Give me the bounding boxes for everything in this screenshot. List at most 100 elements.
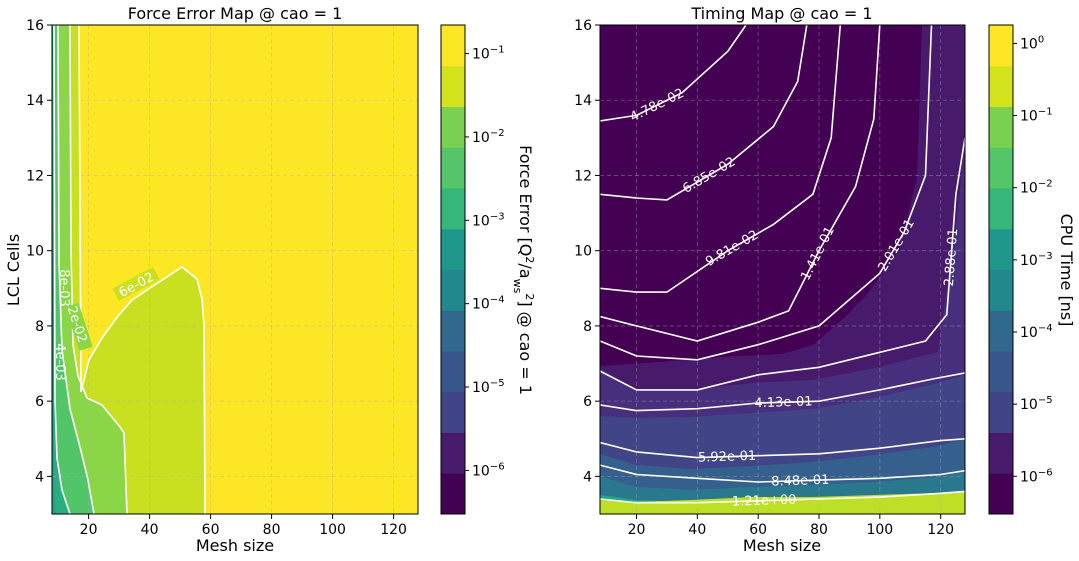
contour-line-4.13e-01	[600, 372, 965, 412]
x-tick-label: 40	[141, 522, 159, 538]
colorbar-tick-label: 10−3	[472, 211, 505, 229]
contour-label-8.48e-01: 8.48e-01	[771, 473, 830, 490]
force-error-colorbar: 10−6 10−5 10−4 10−3 10−2 10−1	[440, 24, 505, 515]
force-error-title: Force Error Map @ cao = 1	[128, 4, 343, 23]
x-tick-label: 20	[80, 522, 98, 538]
force-error-xlabel: Mesh size	[196, 536, 274, 555]
contour-label-2.88e-01: 2.88e-01	[942, 228, 961, 287]
x-tick-label: 100	[866, 522, 893, 538]
contour-label-4.13e-01: 4.13e-01	[754, 394, 813, 411]
contour-line-6.85e-02	[600, 25, 808, 201]
timing-xlabel: Mesh size	[743, 536, 821, 555]
y-tick-label: 8	[35, 319, 44, 335]
colorbar-frame	[440, 24, 466, 515]
colorbar-tick-label: 10−2	[472, 128, 505, 146]
x-tick-label: 80	[810, 522, 828, 538]
x-tick-label: 40	[688, 522, 706, 538]
contour-line-4e-03	[53, 25, 71, 514]
colorbar-band	[989, 228, 1013, 270]
colorbar-band	[441, 25, 465, 67]
contour-line-5.92e-01	[600, 438, 965, 459]
colorbar-band	[441, 432, 465, 474]
colorbar-band	[441, 310, 465, 352]
timing-colorbar: 10−6 10−5 10−4 10−3 10−2 10−1 100	[988, 24, 1053, 515]
y-tick-label: 16	[574, 18, 592, 34]
x-tick-label: 20	[628, 522, 646, 538]
colorbar-band	[989, 391, 1013, 433]
timing-colorbar-label: CPU Time [ns]	[1057, 214, 1076, 327]
colorbar-tick-label: 10−4	[472, 295, 505, 313]
contour-label-5.92e-01: 5.92e-01	[698, 449, 757, 466]
force-error-region-6e-02	[52, 25, 205, 514]
colorbar-band	[441, 391, 465, 433]
force-error-ylabel: LCL Cells	[4, 234, 23, 306]
colorbar-tick-label: 100	[1020, 34, 1044, 52]
y-tick-label: 10	[574, 244, 592, 260]
colorbar-band	[989, 351, 1013, 393]
y-tick-label: 6	[35, 394, 44, 410]
force-error-ticks: 20 40 60 80 100 120 4 6 8 10 12 14 16	[26, 18, 407, 538]
colorbar-tick-label: 10−2	[1020, 179, 1053, 197]
colorbar-band	[989, 269, 1013, 311]
x-tick-label: 80	[263, 522, 281, 538]
y-tick-label: 14	[26, 93, 44, 109]
colorbar-tick-label: 10−6	[472, 461, 505, 479]
colorbar-tick-label: 10−5	[472, 378, 505, 396]
force-error-colorbar-label: Force Error [Q2/aws2] @ cao = 1	[511, 145, 536, 395]
contour-line-1.21e+00	[600, 490, 965, 504]
colorbar-band	[441, 188, 465, 230]
colorbar-band	[989, 65, 1013, 107]
x-tick-label: 100	[319, 522, 346, 538]
y-tick-label: 14	[574, 93, 592, 109]
contour-line-8e-03	[57, 25, 95, 514]
x-tick-label: 60	[749, 522, 767, 538]
y-tick-label: 6	[583, 394, 592, 410]
colorbar-band	[989, 473, 1013, 515]
colorbar-band	[441, 147, 465, 189]
timing-title: Timing Map @ cao = 1	[690, 4, 872, 23]
y-tick-label: 4	[583, 469, 592, 485]
force-error-region-2e-02	[52, 25, 127, 514]
force-error-panel: Force Error Map @ cao = 1 6e-02 2e-02 8e…	[4, 4, 536, 555]
y-tick-label: 12	[26, 168, 44, 184]
force-error-region-left-edge	[52, 25, 56, 514]
colorbar-tick-label: 10−1	[1020, 107, 1053, 125]
force-error-axes-frame	[51, 24, 419, 515]
colorbar-band	[441, 65, 465, 107]
contour-label-1.21e+00: 1.21e+00	[732, 493, 797, 510]
colorbar-tick-label: 10−3	[1020, 251, 1053, 269]
contour-line-1.41e-01	[600, 25, 881, 342]
colorbar-frame	[988, 24, 1014, 515]
contour-line-2.01e-01	[600, 25, 933, 361]
colorbar-tick-label: 10−5	[1020, 395, 1053, 413]
colorbar-band	[989, 310, 1013, 352]
colorbar-tick-label: 10−6	[1020, 467, 1053, 485]
contour-label-8e-03: 8e-03	[56, 269, 71, 307]
force-error-fill	[52, 25, 418, 514]
x-tick-label: 120	[927, 522, 954, 538]
y-tick-label: 8	[583, 319, 592, 335]
x-tick-label: 120	[380, 522, 407, 538]
y-tick-label: 16	[26, 18, 44, 34]
colorbar-band	[989, 106, 1013, 148]
contour-label-4e-03: 4e-03	[52, 343, 67, 381]
force-error-grid	[52, 24, 418, 514]
colorbar-tick-label: 10−1	[472, 45, 505, 63]
colorbar-band	[989, 25, 1013, 67]
colorbar-band	[989, 432, 1013, 474]
y-tick-label: 12	[574, 168, 592, 184]
colorbar-band	[441, 269, 465, 311]
x-tick-label: 60	[202, 522, 220, 538]
contour-line-4.78e-02	[600, 25, 747, 122]
contour-line-8.48e-01	[600, 464, 965, 483]
colorbar-band	[441, 473, 465, 515]
y-tick-label: 4	[35, 469, 44, 485]
force-error-contours	[53, 25, 206, 514]
timing-ticks: 20 40 60 80 100 120 4 6 8 10 12 14 16	[574, 18, 954, 538]
timing-axes-frame	[599, 24, 966, 515]
colorbar-tick-label: 10−4	[1020, 323, 1053, 341]
colorbar-band	[441, 228, 465, 270]
timing-panel: Timing Map @ cao = 1 4.78e-026.85e-029.8…	[574, 4, 1076, 555]
contour-line-2e-02	[69, 25, 128, 514]
